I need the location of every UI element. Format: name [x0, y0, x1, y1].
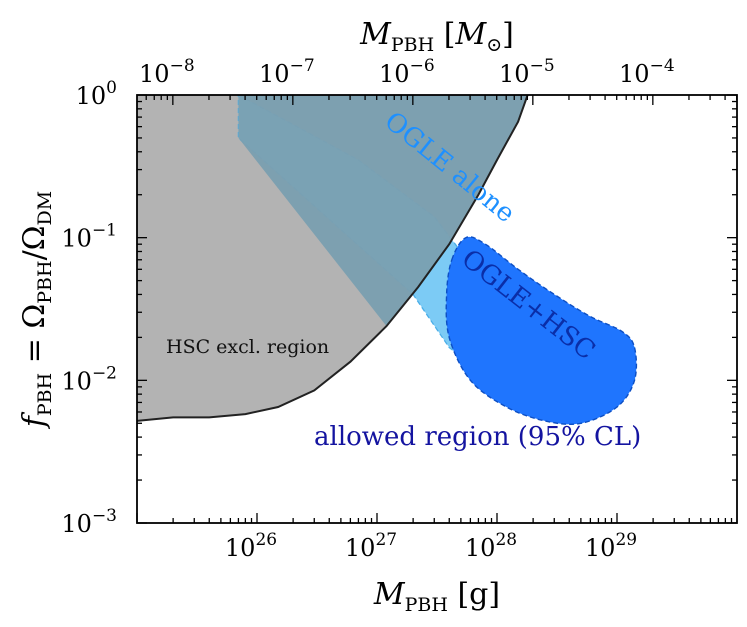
- x-top-tick-label: 10−8: [139, 56, 195, 88]
- axis-titles: MPBH [M⊙] MPBH [g] fPBH = ΩPBH/ΩDM: [17, 17, 514, 616]
- hsc-region-label: HSC excl. region: [166, 336, 329, 358]
- x-top-tick-label: 10−6: [379, 56, 435, 88]
- x-top-tick-label: 10−7: [259, 56, 315, 88]
- x-top-tick-label: 10−5: [499, 56, 555, 88]
- allowed-region-label: allowed region (95% CL): [314, 422, 641, 452]
- y-tick-label: 10−1: [61, 221, 117, 253]
- x-tick-label: 1028: [465, 530, 517, 562]
- y-tick-label: 10−3: [61, 506, 117, 538]
- y-axis-title: fPBH = ΩPBH/ΩDM: [17, 191, 56, 430]
- regions: [137, 95, 638, 425]
- x-axis-title: MPBH [g]: [373, 577, 500, 616]
- x-tick-label: 1029: [585, 530, 637, 562]
- x-tick-label: 1027: [345, 530, 397, 562]
- ogle-plus-hsc-region: [445, 236, 638, 425]
- y-tick-label: 100: [76, 78, 117, 110]
- x-top-axis-title: MPBH [M⊙]: [359, 17, 514, 56]
- ogle-hsc-overlap-region: [238, 95, 528, 327]
- hsc-boundary-line: [137, 95, 529, 422]
- x-tick-label: 1026: [225, 530, 277, 562]
- tick-labels: 1026 1027 1028 1029 10−8 10−7 10−6 10−5 10−4 10−3…: [61, 56, 674, 562]
- plot-frame: [136, 94, 738, 524]
- y-tick-label: 10−2: [61, 363, 117, 395]
- x-top-tick-label: 10−4: [619, 56, 675, 88]
